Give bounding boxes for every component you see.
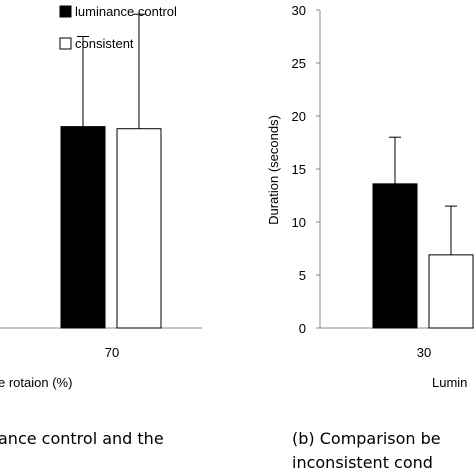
panel-b-y-tick-label: 0 — [299, 321, 306, 336]
panel-b-y-tick-label: 10 — [292, 215, 306, 230]
panel-a-bar-1 — [60, 126, 106, 329]
panel-a-legend: luminance control consistent — [59, 4, 177, 51]
panel-b-y-tick-label: 15 — [292, 162, 306, 177]
panel-a-marks — [60, 13, 162, 329]
panel-b-y-axis-label: Duration (seconds) — [266, 115, 281, 225]
panel-b-bar-2 — [428, 254, 474, 329]
panel-a-x-axis-label: e rotaion (%) — [0, 375, 72, 390]
panel-b-y-ticks: 0 5 10 15 20 25 30 — [292, 3, 320, 336]
panel-b-marks — [372, 136, 474, 329]
legend-swatch-consistent — [59, 37, 72, 50]
legend-swatch-luminance-control — [59, 5, 72, 18]
panel-b-y-tick-label: 25 — [292, 56, 306, 71]
legend-label-consistent: consistent — [75, 36, 134, 51]
panel-b-x-tick-label: 30 — [417, 345, 431, 360]
panel-b-caption-line-2: inconsistent cond — [292, 453, 433, 472]
panel-b-caption-line-1: (b) Comparison be — [292, 429, 441, 448]
panel-b-y-tick-label: 5 — [299, 268, 306, 283]
panel-b-y-tick-label: 20 — [292, 109, 306, 124]
panel-b-x-axis-label: Lumin — [432, 375, 467, 390]
panel-b-chart: 0 5 10 15 20 25 30 30 Lumin Duration (seconds)… — [266, 3, 474, 472]
panel-a-bar-2 — [116, 128, 162, 329]
panel-b-bar-1 — [372, 183, 418, 329]
panel-a-x-tick-label: 70 — [105, 345, 119, 360]
panel-a-caption: ance control and the — [0, 429, 164, 448]
panel-b-y-tick-label: 30 — [292, 3, 306, 18]
panel-a-chart: 70 e rotaion (%) luminance control consi… — [0, 4, 202, 448]
legend-label-luminance-control: luminance control — [75, 4, 177, 19]
